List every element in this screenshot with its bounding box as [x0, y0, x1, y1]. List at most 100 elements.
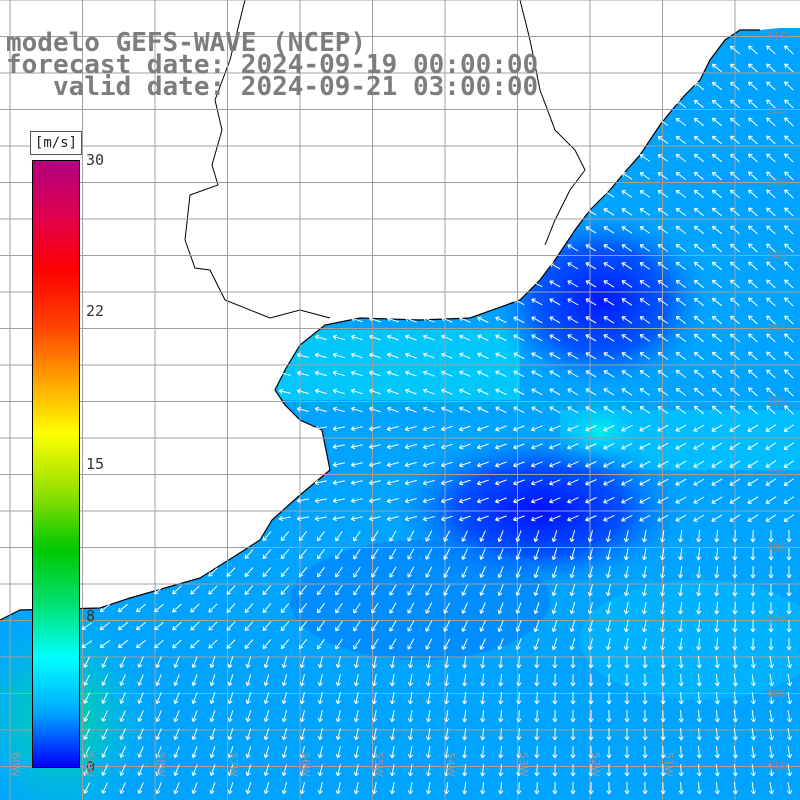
wind-arrow [639, 154, 651, 162]
wind-arrow [768, 638, 774, 651]
wind-arrow [605, 620, 611, 633]
wind-arrow [314, 334, 327, 341]
wind-arrow [498, 727, 504, 741]
wind-arrow [298, 638, 308, 650]
wind-arrow [173, 728, 180, 740]
wind-arrow [440, 515, 453, 522]
wind-arrow [784, 207, 794, 217]
wind-arrow [750, 764, 756, 777]
wind-arrow [386, 334, 399, 341]
wind-arrow [407, 782, 414, 795]
wind-arrow [227, 692, 234, 705]
wind-arrow [404, 461, 417, 468]
wind-arrow [353, 673, 359, 687]
lon-label: 60W [9, 752, 22, 777]
wind-arrow [353, 602, 361, 614]
wind-arrow [495, 479, 507, 486]
wind-arrow [642, 763, 648, 777]
wind-arrow [209, 692, 216, 705]
wind-arrow [784, 315, 794, 325]
wind-arrow [513, 388, 525, 396]
wind-arrow [426, 746, 432, 759]
wind-arrow [495, 352, 507, 360]
wind-arrow [552, 655, 558, 669]
wind-arrow [570, 727, 576, 741]
wind-arrow [314, 479, 327, 486]
wind-arrow [603, 226, 615, 234]
wind-arrow [585, 515, 597, 522]
wind-arrow [711, 117, 723, 127]
wind-arrow [549, 352, 561, 360]
wind-arrow [675, 478, 687, 486]
wind-arrow [263, 656, 270, 669]
wind-arrow [657, 442, 669, 450]
wind-arrow [675, 496, 687, 504]
wind-arrow [405, 370, 417, 377]
wind-arrow [425, 584, 433, 596]
wind-arrow [750, 601, 756, 615]
wind-arrow [101, 764, 108, 776]
wind-arrow [530, 425, 543, 432]
wind-arrow [407, 638, 415, 650]
wind-arrow [83, 674, 91, 686]
wind-arrow [657, 118, 669, 126]
wind-arrow [389, 692, 395, 705]
wind-arrow [190, 603, 200, 613]
wind-arrow [588, 656, 594, 669]
wind-arrow [462, 655, 468, 669]
wind-arrow [696, 601, 702, 615]
wind-arrow [766, 351, 776, 361]
wind-arrow [585, 352, 597, 360]
wind-arrow [172, 585, 182, 595]
wind-arrow [422, 443, 435, 450]
wind-arrow [784, 243, 794, 253]
wind-arrow [296, 370, 309, 376]
wind-arrow [531, 334, 543, 342]
wind-arrow [191, 728, 198, 740]
wind-arrow [711, 153, 723, 163]
wind-arrow [371, 548, 379, 560]
wind-arrow [567, 425, 579, 432]
wind-arrow [137, 656, 144, 668]
wind-arrow [262, 531, 272, 542]
wind-arrow [606, 782, 612, 795]
wind-arrow [783, 424, 795, 432]
wind-arrow [173, 764, 180, 776]
wind-arrow [587, 620, 593, 633]
wind-arrow [281, 782, 288, 795]
wind-arrow [766, 117, 776, 127]
wind-arrow [696, 745, 702, 759]
wind-arrow [675, 424, 687, 432]
wind-arrow [585, 406, 597, 414]
wind-arrow [513, 443, 525, 450]
wind-arrow [768, 782, 774, 795]
wind-arrow [317, 728, 323, 741]
wind-arrow [732, 547, 738, 561]
wind-arrow [714, 601, 720, 615]
wind-arrow [480, 655, 486, 669]
wind-arrow [533, 602, 540, 615]
wind-arrow [516, 655, 522, 669]
wind-arrow [660, 673, 666, 687]
wind-arrow [768, 584, 774, 597]
wind-arrow [368, 516, 381, 522]
wind-arrow [368, 388, 381, 395]
wind-arrow [458, 443, 471, 450]
wind-arrow [155, 710, 162, 723]
wind-arrow [405, 334, 417, 341]
wind-arrow [748, 189, 758, 199]
wind-arrow [750, 746, 756, 759]
wind-arrow [657, 172, 669, 180]
wind-arrow [353, 584, 361, 596]
wind-arrow [444, 782, 450, 795]
wind-arrow [422, 352, 435, 359]
wind-arrow [531, 280, 543, 288]
wind-arrow [298, 548, 308, 560]
wind-arrow [332, 498, 345, 504]
wind-arrow [155, 674, 162, 687]
wind-arrow [371, 728, 377, 741]
wind-arrow [693, 405, 705, 415]
wind-arrow [296, 516, 309, 522]
wind-arrow [729, 243, 740, 253]
wind-arrow [443, 566, 451, 578]
